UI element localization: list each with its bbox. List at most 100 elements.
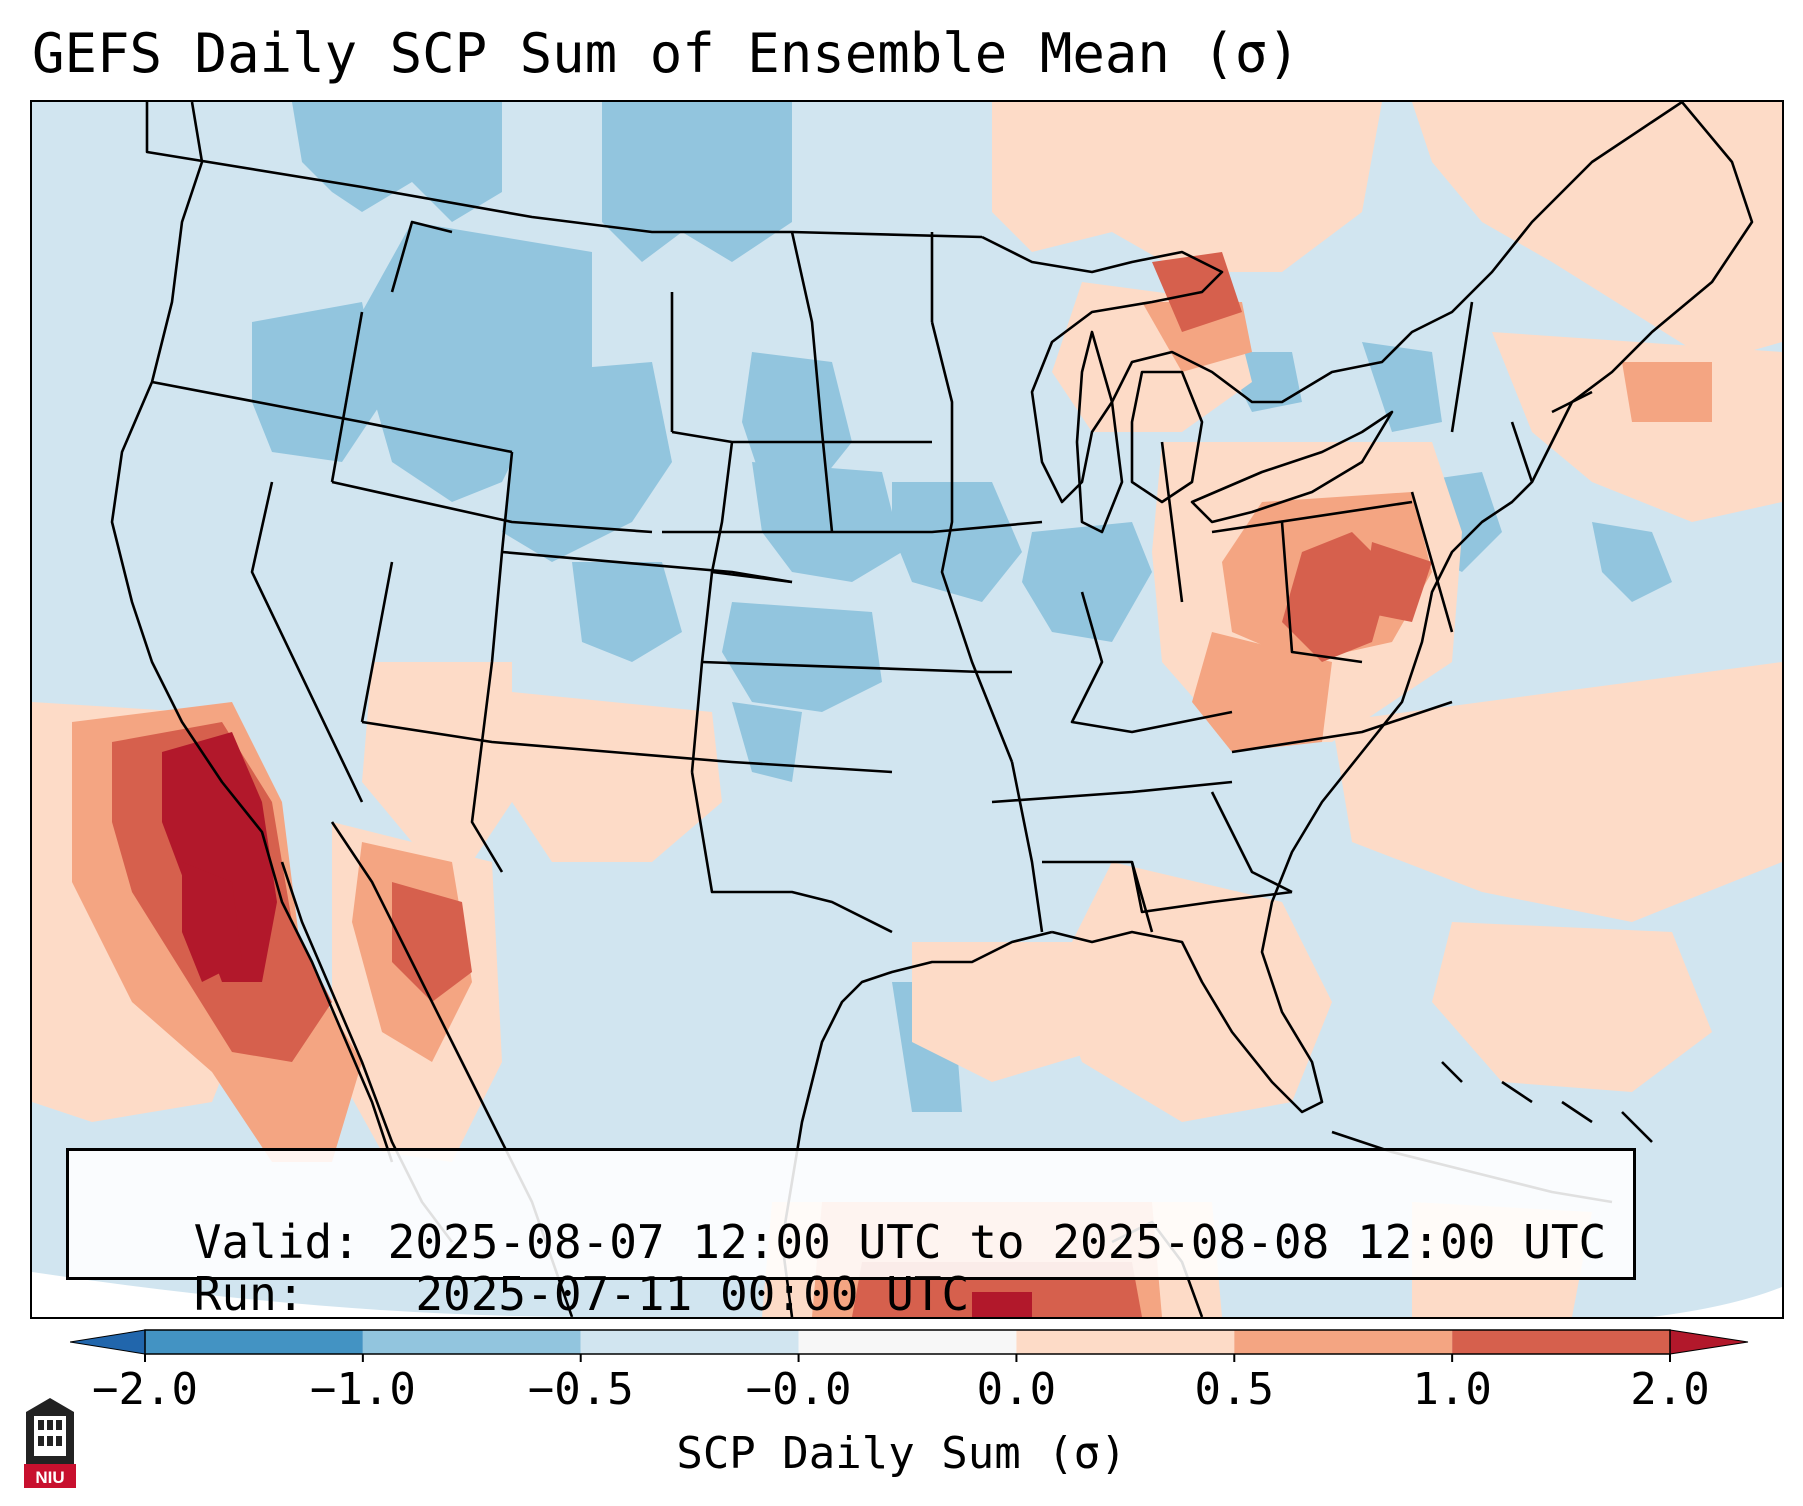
scp-anomaly-region	[992, 102, 1382, 272]
map-boundary-line	[151, 380, 513, 454]
map-boundary-line	[1551, 390, 1593, 414]
scp-anomaly-region	[1142, 302, 1252, 372]
map-boundary-line	[360, 561, 394, 723]
run-value: 2025-07-11 00:00 UTC	[415, 1267, 970, 1321]
colorbar-tick-label: 1.0	[1412, 1364, 1492, 1415]
map-boundary-line	[331, 480, 653, 534]
colorbar-bin	[145, 1330, 363, 1354]
map-boundary-line	[145, 102, 983, 239]
projection-edge	[32, 1272, 592, 1317]
map-boundary-line	[1070, 591, 1233, 734]
map-svg	[32, 102, 1782, 1317]
scp-anomaly-region	[722, 602, 882, 712]
run-label: Run:	[193, 1267, 305, 1321]
valid-label: Valid:	[193, 1215, 360, 1269]
map-boundary-line	[361, 720, 893, 774]
map-boundary-line	[1211, 500, 1413, 534]
map-boundary-line	[390, 220, 453, 293]
projection-edge-right	[1652, 1287, 1782, 1317]
scp-anomaly-region	[972, 1292, 1032, 1317]
scp-anomaly-region	[1492, 332, 1782, 522]
map-boundary-line	[1075, 330, 1124, 534]
scp-anomaly-region	[1332, 662, 1782, 922]
colorbar-tick-label: −1.0	[309, 1364, 416, 1415]
scp-field-layer	[32, 102, 1782, 1317]
colorbar-bin	[1016, 1330, 1235, 1354]
scp-anomaly-region	[292, 102, 502, 222]
map-boundary-line	[1010, 761, 1044, 933]
scp-anomaly-region	[1362, 542, 1432, 622]
map-boundary-line	[1042, 860, 1293, 914]
map-boundary-line	[1441, 1061, 1653, 1143]
map-boundary-line	[470, 451, 514, 873]
valid-info-box: Valid: 2025-08-07 12:00 UTC to 2025-08-0…	[66, 1148, 1636, 1321]
colorbar-bin	[580, 1330, 799, 1354]
valid-value: 2025-08-07 12:00 UTC to 2025-08-08 12:00…	[387, 1215, 1607, 1269]
map-boundary-line	[330, 311, 364, 483]
colorbar	[70, 1329, 1749, 1362]
scp-anomaly-region	[1282, 532, 1392, 662]
scp-anomaly-region	[1622, 362, 1712, 422]
map-boundary-line	[1160, 441, 1184, 603]
map-boundary-line	[1210, 791, 1293, 894]
scp-anomaly-region	[752, 462, 902, 582]
colorbar-tick-label: −2.0	[92, 1364, 198, 1415]
scp-anomaly-region	[512, 692, 722, 862]
colorbar-tick-label: 0.0	[976, 1364, 1057, 1415]
colorbar-tick-label: 2.0	[1630, 1364, 1710, 1415]
colorbar-extend-low	[70, 1329, 146, 1355]
scp-anomaly-region	[362, 222, 592, 502]
scp-anomaly-region	[912, 942, 1092, 1082]
colorbar-label: SCP Daily Sum (σ)	[676, 1428, 1127, 1479]
scp-anomaly-region	[162, 732, 277, 982]
map-boundary-line	[690, 771, 893, 934]
logo-text: NIU	[35, 1468, 64, 1487]
map-boundary-line	[1410, 491, 1454, 633]
map-boundary-line	[710, 441, 793, 584]
map-boundary-line	[701, 660, 1012, 674]
scp-anomaly-region	[1592, 522, 1672, 602]
chart-title: GEFS Daily SCP Sum of Ensemble Mean (σ)	[32, 22, 1300, 85]
colorbar-bin	[1452, 1330, 1670, 1354]
map-boundary-line	[1231, 700, 1453, 754]
scp-anomaly-region	[1022, 522, 1152, 642]
colorbar-bin	[362, 1330, 581, 1354]
colorbar-bin	[798, 1330, 1017, 1354]
map-boundary-line	[671, 430, 932, 444]
map-boundary-line	[991, 780, 1233, 804]
scp-anomaly-region	[392, 882, 472, 1002]
scp-anomaly-region	[502, 362, 672, 562]
scp-anomaly-region	[1412, 102, 1782, 362]
map-boundary-line	[110, 102, 394, 1163]
map-boundary-line	[1280, 521, 1363, 664]
map-boundary-line	[1510, 421, 1534, 483]
scp-anomaly-region	[602, 102, 792, 262]
scp-anomaly-region	[1362, 342, 1442, 432]
colorbar-outline	[144, 1329, 1671, 1355]
scp-anomaly-region	[732, 702, 802, 782]
colorbar-tick-label: −0.0	[745, 1364, 852, 1415]
colorbar-extend-high	[1669, 1329, 1749, 1355]
map-boundary-line	[1051, 102, 1754, 1114]
scp-anomaly-region	[892, 482, 1022, 602]
scp-anomaly-region	[1052, 862, 1332, 1122]
scp-anomaly-region	[252, 302, 382, 462]
niu-logo-icon: NIU	[24, 1398, 76, 1488]
map-panel	[30, 100, 1784, 1319]
map-boundary-line	[1190, 410, 1394, 524]
map-boundary-line	[662, 520, 1043, 534]
scp-anomaly-region	[572, 562, 682, 662]
colorbar-tick-label: −0.5	[527, 1364, 634, 1415]
scp-anomaly-region	[1192, 632, 1332, 752]
map-boundary-line	[930, 321, 1014, 763]
map-boundary-line	[1130, 370, 1204, 504]
colorbar-tick-label: 0.5	[1194, 1364, 1275, 1415]
scp-anomaly-region	[1432, 922, 1712, 1092]
scp-anomaly-region	[182, 862, 242, 982]
colorbar-bin	[1234, 1330, 1453, 1354]
map-boundary-line	[790, 231, 834, 533]
map-boundary-line	[1450, 301, 1474, 433]
map-boundary-line	[1130, 861, 1154, 933]
map-boundary-line	[250, 481, 364, 803]
map-boundary-line	[981, 102, 1683, 504]
